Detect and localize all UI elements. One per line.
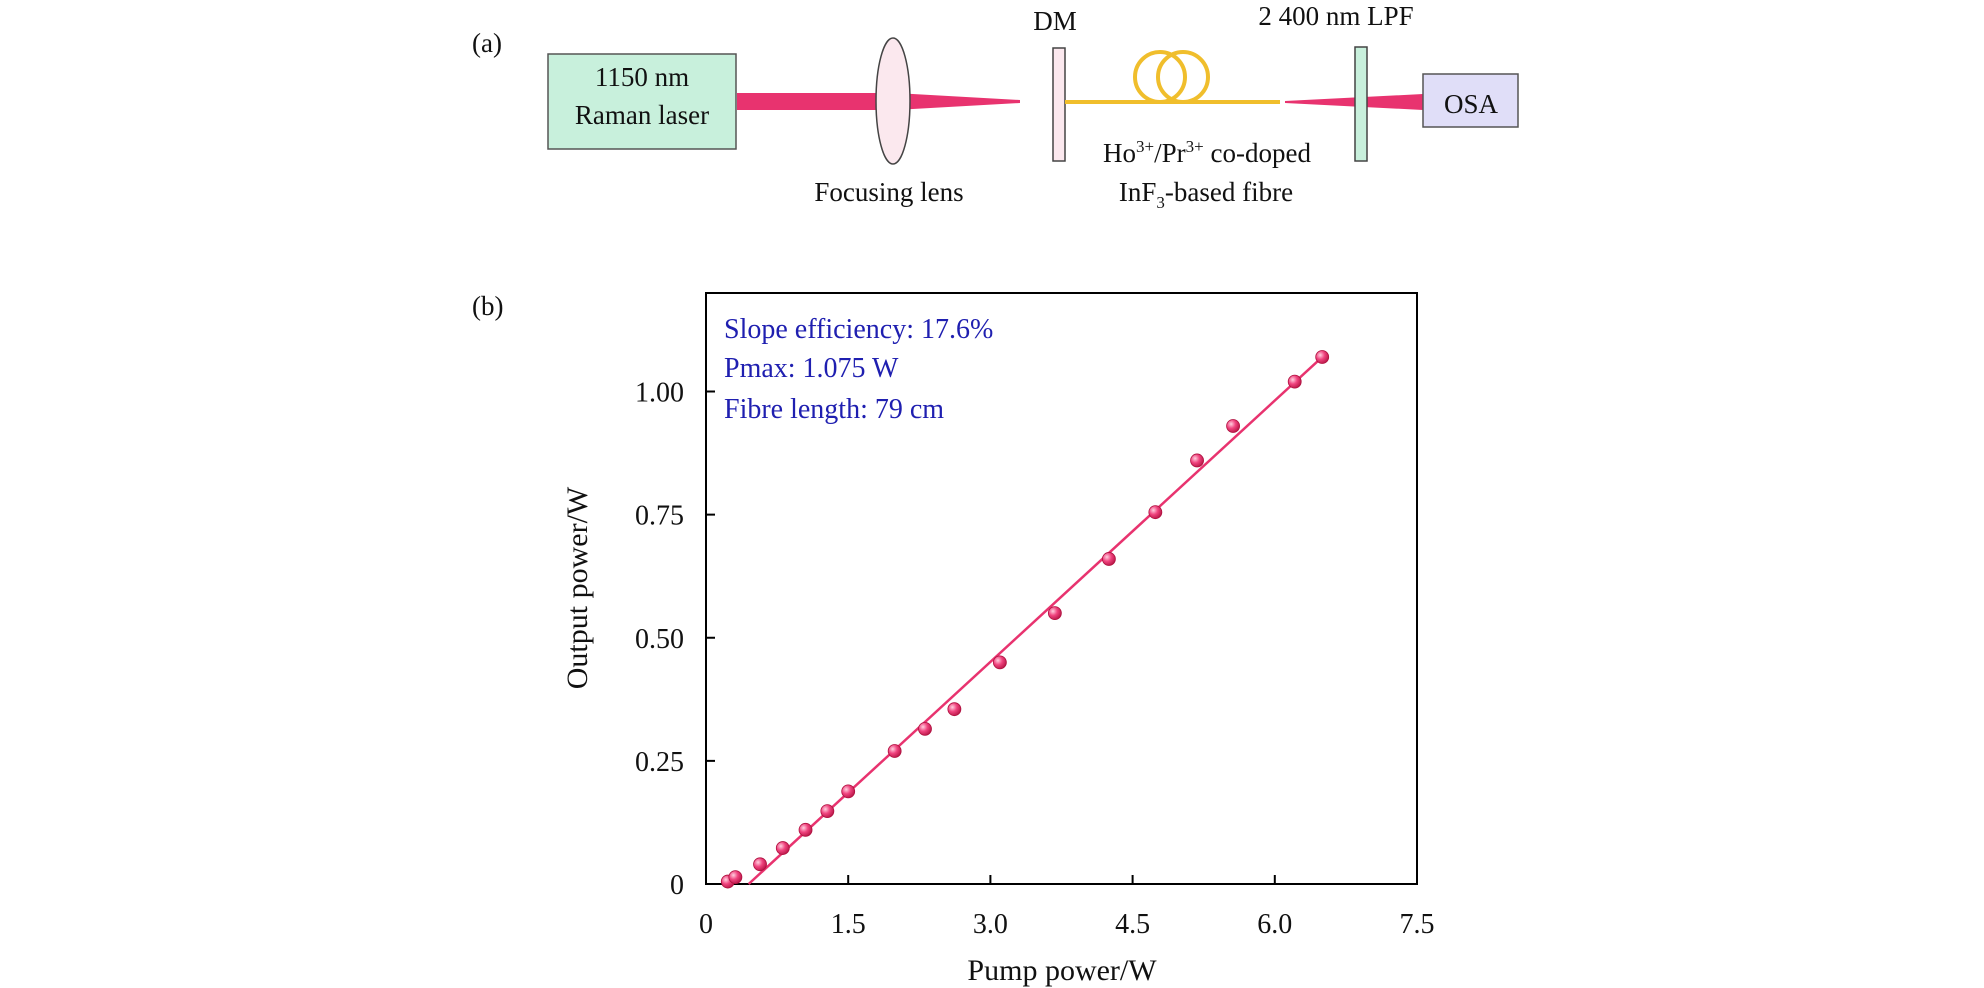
data-point	[820, 804, 835, 819]
fibre-label-line1: Ho3+/Pr3+ co-doped	[1103, 137, 1311, 168]
data-point	[841, 784, 856, 799]
data-point	[1190, 453, 1204, 468]
x-tick-label: 7.5	[1400, 909, 1435, 940]
y-axis-label: Output power/W	[561, 486, 594, 689]
setup-diagram: (a) 1150 nm Raman laser Focusing lens DM…	[472, 1, 1519, 212]
laser-label-line2: Raman laser	[575, 100, 709, 130]
data-point	[947, 702, 962, 717]
fit-layer	[747, 356, 1324, 885]
data-point	[753, 857, 767, 872]
x-tick-label: 4.5	[1115, 909, 1150, 940]
slope-efficiency-annotation: Slope efficiency: 17.6%	[724, 314, 993, 345]
osa-box	[1422, 73, 1519, 128]
x-tick-label: 1.5	[831, 909, 866, 940]
data-point	[798, 822, 813, 837]
y-tick-label: 0	[670, 870, 684, 901]
data-point	[728, 870, 743, 885]
data-point	[1226, 419, 1240, 433]
output-beam	[1285, 94, 1423, 110]
x-tick-label: 6.0	[1257, 909, 1292, 940]
pmax-annotation: Pmax: 1.075 W	[724, 353, 899, 384]
panel-a-label: (a)	[472, 28, 502, 58]
panel-b-label: (b)	[472, 291, 503, 321]
y-tick-label: 0.75	[635, 501, 684, 532]
data-point	[1102, 552, 1116, 566]
x-axis-label: Pump power/W	[967, 954, 1157, 987]
x-axis: 0 1.5 3.0 4.5 6.0 7.5	[699, 875, 1435, 940]
data-point	[775, 841, 790, 855]
linear-fit-line	[747, 356, 1324, 885]
dichroic-mirror	[1052, 47, 1066, 162]
data-point	[992, 655, 1007, 670]
laser-label-line1: 1150 nm	[595, 62, 689, 92]
y-axis: 0 0.25 0.50 0.75 1.00	[635, 378, 715, 901]
long-pass-filter	[1354, 46, 1368, 162]
data-point	[1287, 374, 1302, 389]
fibre-label-line2: InF3-based fibre	[1119, 177, 1293, 212]
x-tick-label: 0	[699, 909, 713, 940]
lpf-label: 2 400 nm LPF	[1258, 1, 1413, 31]
doped-fibre	[1065, 50, 1280, 104]
plot-frame	[705, 292, 1418, 885]
collimated-beam	[737, 93, 883, 110]
data-point	[1148, 505, 1163, 520]
data-point	[918, 721, 932, 736]
data-point	[1315, 350, 1330, 364]
raman-laser-box	[547, 53, 737, 150]
y-tick-label: 0.50	[635, 624, 684, 655]
x-tick-label: 3.0	[973, 909, 1008, 940]
osa-label: OSA	[1444, 89, 1499, 119]
data-point	[887, 744, 902, 758]
y-tick-label: 1.00	[635, 378, 684, 409]
y-tick-label: 0.25	[635, 747, 684, 778]
fibre-length-annotation: Fibre length: 79 cm	[724, 394, 944, 425]
lens-label: Focusing lens	[814, 177, 963, 207]
focused-beam	[895, 93, 1020, 110]
focusing-lens	[875, 37, 911, 165]
data-points	[720, 350, 1330, 889]
dm-label: DM	[1033, 6, 1077, 36]
data-point	[1047, 606, 1062, 621]
power-chart: (b) 0 1.5 3.0 4.5 6.0 7.5 0 0.25 0.50 0.75 1.00 P…	[472, 291, 1435, 987]
